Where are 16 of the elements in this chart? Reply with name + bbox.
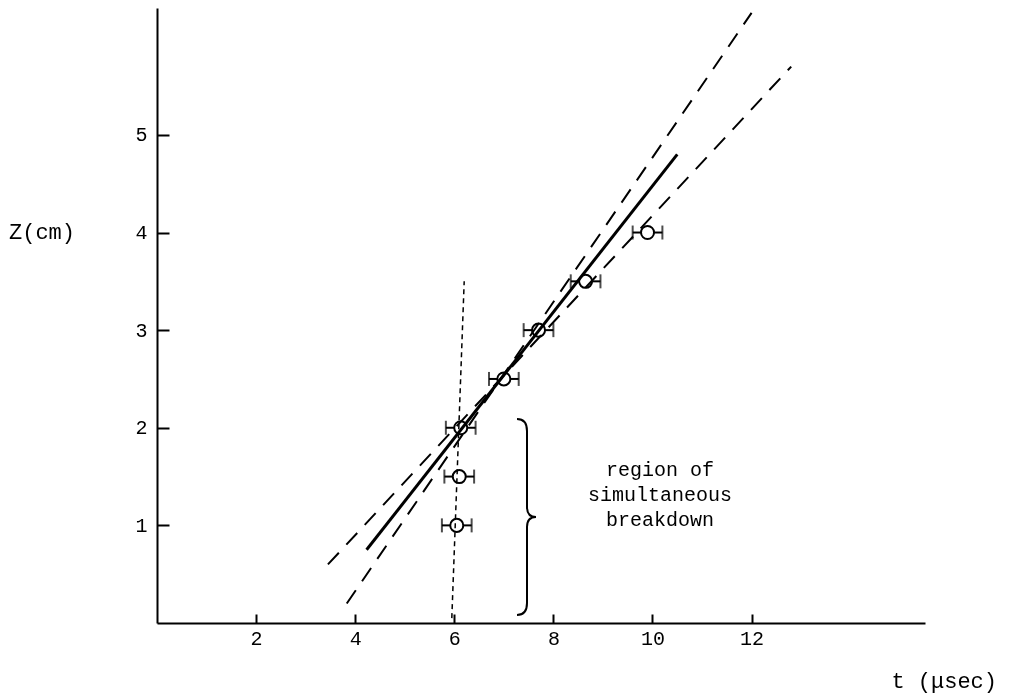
x-tick-label: 10 <box>640 627 665 651</box>
x-tick-label: 4 <box>349 627 362 651</box>
x-tick-label: 2 <box>250 627 263 651</box>
y-tick-label: 1 <box>135 514 148 538</box>
x-tick-label: 6 <box>448 627 461 651</box>
y-tick-label: 5 <box>135 124 148 148</box>
point <box>449 517 465 533</box>
y-axis-title: Z(cm) <box>9 221 76 246</box>
y-tick-label: 4 <box>135 222 148 246</box>
annotation: region of simultaneous breakdown <box>587 459 733 532</box>
x-tick-label: 12 <box>740 627 765 651</box>
x-axis-title: t (μsec) <box>891 670 997 695</box>
y-tick-label: 3 <box>135 319 148 343</box>
x-tick-label: 8 <box>547 627 560 651</box>
y-tick-label: 2 <box>135 417 148 441</box>
point <box>640 225 656 241</box>
